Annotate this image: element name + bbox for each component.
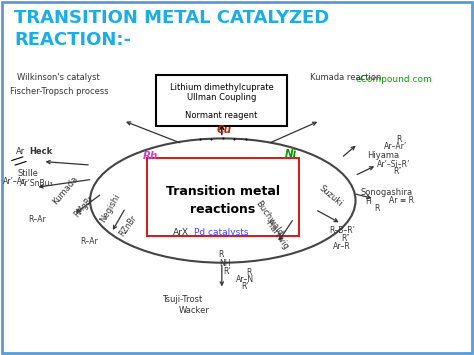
Text: Tsuji-Trost: Tsuji-Trost [163, 295, 202, 305]
Text: Ar–N: Ar–N [236, 275, 254, 284]
Text: Ni: Ni [284, 149, 297, 159]
Text: ArX: ArX [173, 228, 189, 237]
Text: Hiyama: Hiyama [367, 151, 400, 160]
Text: reactions: reactions [190, 203, 255, 216]
Text: Kumada: Kumada [51, 174, 80, 206]
Text: Buchwald: Buchwald [254, 199, 284, 238]
Text: R: R [374, 204, 380, 213]
Text: Ar–Ar’: Ar–Ar’ [384, 142, 407, 151]
Text: eCompound.com: eCompound.com [356, 75, 432, 83]
Text: R–Ar: R–Ar [28, 215, 46, 224]
Text: REACTION:-: REACTION:- [14, 31, 131, 49]
Text: Transition metal: Transition metal [166, 185, 280, 198]
Text: Normant reagent: Normant reagent [185, 111, 258, 120]
Text: Sonogashira: Sonogashira [360, 187, 412, 197]
Text: Heck: Heck [29, 147, 53, 156]
Text: RMgBr: RMgBr [72, 194, 95, 219]
Text: R″: R″ [393, 167, 401, 176]
Text: Lithium dimethylcuprate: Lithium dimethylcuprate [170, 83, 273, 92]
Text: RZnBr: RZnBr [118, 213, 138, 238]
Text: Rh: Rh [143, 151, 158, 161]
Text: Ar’SnBu₃: Ar’SnBu₃ [20, 179, 54, 188]
Text: R–Ar: R–Ar [81, 237, 98, 246]
Text: -Hartwig: -Hartwig [263, 217, 291, 251]
Text: Fischer-Tropsch process: Fischer-Tropsch process [10, 87, 109, 96]
Text: R″: R″ [341, 234, 349, 243]
Text: Ar: Ar [16, 147, 25, 156]
Text: Ar ≡ R: Ar ≡ R [389, 196, 414, 205]
Text: H: H [365, 197, 371, 206]
Text: Ar–R: Ar–R [333, 242, 351, 251]
Text: TRANSITION METAL CATALYZED: TRANSITION METAL CATALYZED [14, 9, 329, 27]
Ellipse shape [90, 138, 356, 263]
Text: R: R [218, 250, 223, 260]
Text: Suzuki: Suzuki [318, 184, 345, 209]
Text: R’: R’ [224, 267, 231, 276]
Text: Negishi: Negishi [99, 192, 122, 224]
Text: R’: R’ [241, 282, 248, 291]
Text: Ar’–Si–R’: Ar’–Si–R’ [377, 160, 410, 169]
Text: R: R [246, 268, 252, 277]
Text: Pd catalysts: Pd catalysts [194, 228, 249, 237]
FancyBboxPatch shape [147, 158, 299, 236]
FancyBboxPatch shape [156, 75, 287, 126]
Text: Wilkinson's catalyst: Wilkinson's catalyst [17, 73, 100, 82]
Text: NH: NH [219, 258, 230, 268]
Text: Kumada reaction: Kumada reaction [310, 73, 382, 82]
Text: R: R [396, 135, 401, 144]
Text: Wacker: Wacker [179, 306, 210, 315]
Text: Ullman Coupling: Ullman Coupling [187, 93, 256, 102]
Text: Stille: Stille [17, 169, 38, 178]
Text: R–B–R’: R–B–R’ [329, 225, 356, 235]
Text: Cu: Cu [217, 125, 232, 136]
Text: Ar’–Ar: Ar’–Ar [3, 177, 27, 186]
